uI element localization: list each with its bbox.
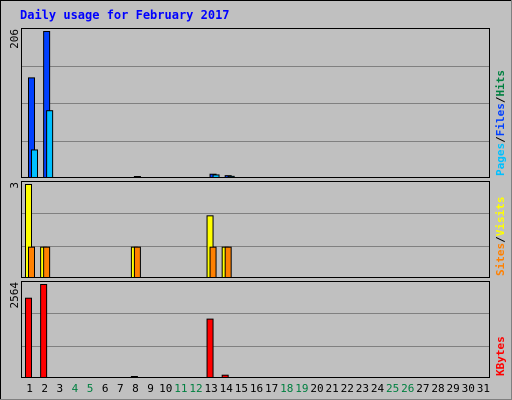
panel-bg-visits-sites [21,181,490,278]
x-tick-label-14: 14 [220,382,234,395]
side-label-part: / [494,96,507,103]
bar-pages-day-1 [31,149,38,179]
x-tick-label-29: 29 [447,382,460,395]
x-tick-label-22: 22 [341,382,354,395]
bar-sites-day-8 [133,246,141,279]
chart-title: Daily usage for February 2017 [20,8,230,22]
max-label-visits-sites: 3 [8,182,21,189]
x-tick-label-21: 21 [326,382,339,395]
x-tick-label-27: 27 [416,382,429,395]
side-label-part: Sites [494,243,507,276]
bar-pages-day-2 [46,110,54,178]
bar-sites-day-1 [28,246,35,279]
bar-sites-day-14 [224,246,232,279]
x-tick-label-20: 20 [310,382,323,395]
side-label-part: Pages [494,143,507,176]
x-tick-label-25: 25 [386,382,399,395]
x-tick-label-24: 24 [371,382,385,395]
x-tick-label-3: 3 [57,382,64,395]
side-label-hits-files-pages: Pages/Files/Hits [494,70,507,176]
max-label-hits-files-pages: 206 [8,29,21,49]
side-label-part: Visits [494,197,507,237]
panel-bg-kbytes [21,281,490,378]
x-tick-label-1: 1 [26,382,33,395]
x-tick-label-11: 11 [174,382,187,395]
x-tick-label-4: 4 [72,382,79,395]
max-label-kbytes: 2564 [8,282,21,309]
side-label-part: Files [494,103,507,136]
side-label-part: KBytes [494,336,507,376]
panel-border-kbytes [21,281,490,378]
x-tick-label-2: 2 [41,382,48,395]
x-tick-label-10: 10 [159,382,172,395]
x-tick-label-16: 16 [250,382,263,395]
x-tick-label-7: 7 [117,382,124,395]
panel-border-visits-sites [21,181,490,278]
x-tick-label-8: 8 [132,382,139,395]
side-label-part: / [494,136,507,143]
bar-sites-day-13 [209,246,217,279]
bar-kbytes-day-2 [40,284,48,378]
bar-kbytes-day-13 [206,318,214,379]
side-label-visits-sites: Sites/Visits [494,197,507,277]
x-tick-label-13: 13 [204,382,217,395]
bar-kbytes-day-1 [25,297,32,379]
x-tick-label-6: 6 [102,382,109,395]
x-tick-label-18: 18 [280,382,293,395]
side-label-kbytes: KBytes [494,336,507,376]
x-tick-label-30: 30 [462,382,475,395]
x-tick-label-31: 31 [477,382,490,395]
x-tick-label-15: 15 [235,382,248,395]
x-tick-label-12: 12 [189,382,202,395]
x-tick-label-28: 28 [431,382,444,395]
x-tick-label-5: 5 [87,382,94,395]
x-tick-label-9: 9 [147,382,154,395]
x-tick-label-23: 23 [356,382,369,395]
bar-sites-day-2 [43,246,51,279]
side-label-part: Hits [494,70,507,97]
panel-border-hits-files-pages [21,28,490,178]
x-tick-label-26: 26 [401,382,414,395]
x-tick-label-17: 17 [265,382,278,395]
side-label-part: / [494,236,507,243]
x-tick-label-19: 19 [295,382,308,395]
